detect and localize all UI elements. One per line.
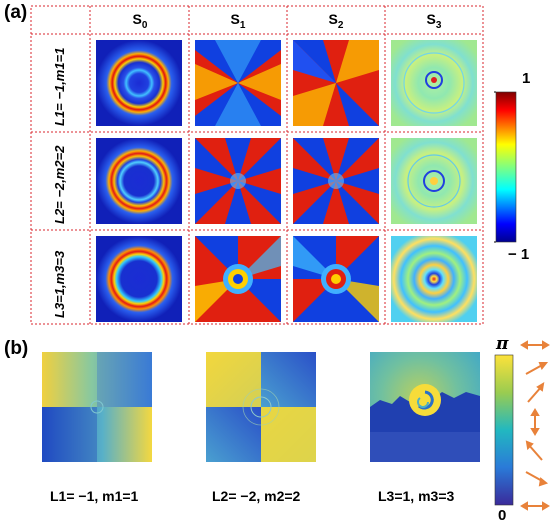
colorbar-b-min: 0: [498, 507, 507, 524]
cell-r3-s1: [195, 236, 281, 322]
cell-r3-s0: [96, 236, 182, 322]
colorbar-jet: [495, 91, 517, 243]
caption-map-3: L3=1, m3=3: [378, 488, 455, 504]
col-header-s1: S1: [230, 11, 246, 31]
cell-r1-s0: [96, 40, 182, 126]
row-label-3: L3=1,m3=3: [52, 250, 67, 318]
panel-b-maps: [42, 340, 550, 511]
colorbar-a-min: − 1: [508, 246, 530, 263]
caption-map-2: L2= −2, m2=2: [212, 488, 301, 504]
panel-a-label: (a): [4, 2, 28, 23]
polarization-arrows: [520, 340, 550, 511]
cell-r2-s0: [96, 138, 182, 224]
cell-r3-s2: [293, 236, 379, 322]
col-header-s3: S3: [426, 11, 442, 31]
cell-r3-s3: [391, 236, 477, 322]
cell-r1-s3: [391, 40, 477, 126]
row-label-1: L1= −1,m1=1: [52, 47, 67, 126]
panel-a-grid: [30, 5, 517, 325]
panel-b-label: (b): [4, 338, 29, 359]
cell-r2-s2: [293, 138, 379, 224]
colorbar-b-max: π: [496, 334, 509, 354]
phase-map-1: [42, 352, 152, 462]
phase-map-2: [206, 352, 316, 462]
colorbar-phase: [494, 354, 514, 506]
col-header-s0: S0: [132, 11, 148, 31]
cell-r2-s1: [195, 138, 281, 224]
colorbar-a-max: 1: [522, 70, 531, 87]
caption-map-1: L1= −1, m1=1: [50, 488, 139, 504]
phase-map-3: [370, 352, 480, 462]
cell-r1-s1: [195, 40, 281, 126]
row-label-2: L2= −2,m2=2: [52, 145, 67, 224]
cell-r2-s3: [391, 138, 477, 224]
col-header-s2: S2: [328, 11, 344, 31]
cell-r1-s2: [293, 40, 379, 126]
